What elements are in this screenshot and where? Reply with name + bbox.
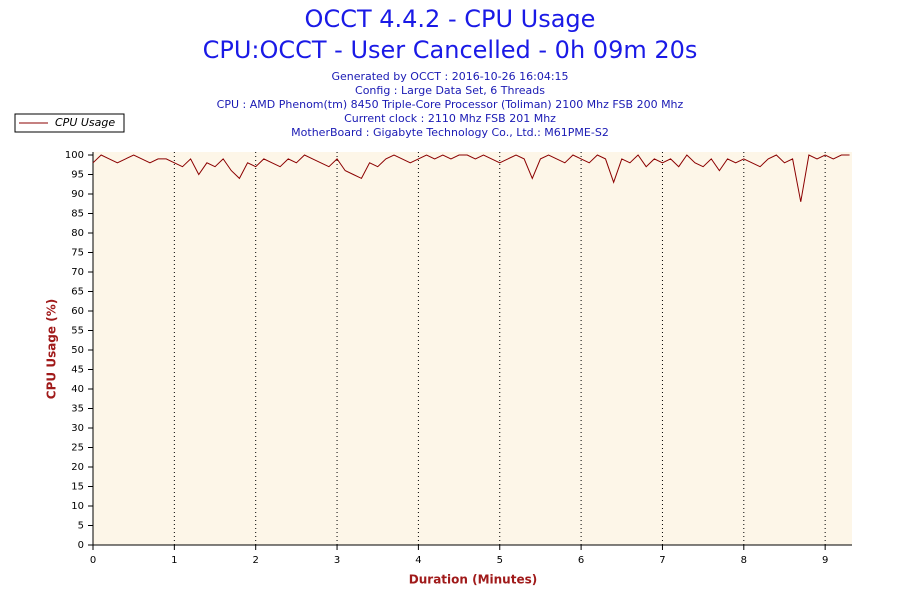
x-tick-label: 8: [741, 555, 747, 566]
y-tick-label: 0: [78, 540, 84, 551]
y-tick-label: 15: [71, 482, 84, 493]
y-tick-label: 20: [71, 462, 84, 473]
info-line: Config : Large Data Set, 6 Threads: [355, 84, 545, 97]
y-tick-label: 90: [71, 189, 84, 200]
x-tick-label: 4: [415, 555, 421, 566]
y-tick-label: 40: [71, 384, 84, 395]
chart-title: OCCT 4.4.2 - CPU Usage: [305, 5, 596, 33]
info-line: Generated by OCCT : 2016-10-26 16:04:15: [331, 70, 568, 83]
y-tick-label: 65: [71, 287, 84, 298]
y-tick-label: 10: [71, 501, 84, 512]
legend-label: CPU Usage: [55, 116, 115, 129]
y-axis-label: CPU Usage (%): [45, 299, 59, 399]
y-tick-label: 35: [71, 404, 84, 415]
x-tick-label: 9: [822, 555, 828, 566]
legend-box: [14, 113, 125, 133]
x-axis-label: Duration (Minutes): [409, 573, 537, 587]
y-tick-label: 30: [71, 423, 84, 434]
x-tick-label: 0: [90, 555, 96, 566]
y-tick-label: 50: [71, 345, 84, 356]
y-tick-label: 80: [71, 228, 84, 239]
y-tick-label: 25: [71, 443, 84, 454]
y-tick-label: 85: [71, 209, 84, 220]
x-tick-label: 5: [497, 555, 503, 566]
x-tick-label: 2: [253, 555, 259, 566]
data-line: [92, 154, 850, 202]
y-tick-label: 5: [78, 521, 84, 532]
y-tick-label: 55: [71, 326, 84, 337]
info-line: MotherBoard : Gigabyte Technology Co., L…: [291, 126, 609, 139]
y-tick-label: 100: [65, 150, 84, 161]
y-tick-label: 60: [71, 306, 84, 317]
x-tick-label: 3: [334, 555, 340, 566]
x-tick-label: 7: [659, 555, 665, 566]
y-tick-label: 75: [71, 248, 84, 259]
chart-subtitle: CPU:OCCT - User Cancelled - 0h 09m 20s: [203, 36, 698, 64]
y-tick-label: 95: [71, 170, 84, 181]
plot-area: [93, 152, 852, 545]
info-line: Current clock : 2110 Mhz FSB 201 Mhz: [344, 112, 556, 125]
y-tick-label: 70: [71, 267, 84, 278]
x-tick-label: 1: [171, 555, 177, 566]
info-line: CPU : AMD Phenom(tm) 8450 Triple-Core Pr…: [217, 98, 684, 111]
x-tick-label: 6: [578, 555, 584, 566]
y-tick-label: 45: [71, 365, 84, 376]
